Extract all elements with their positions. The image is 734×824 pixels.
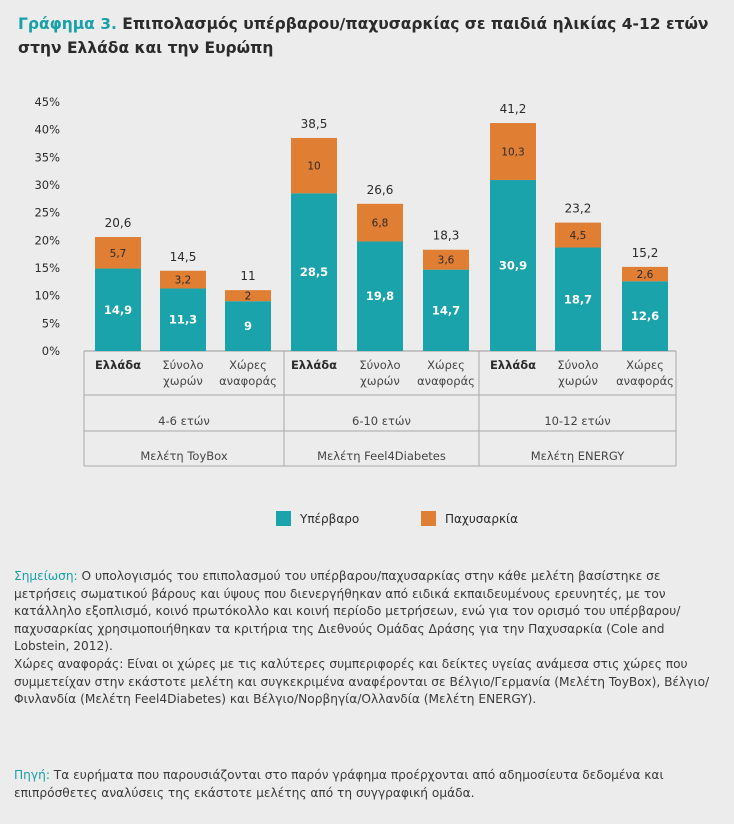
total-value-label: 41,2 — [500, 102, 527, 116]
obesity-value-label: 2,6 — [637, 269, 654, 281]
obesity-value-label: 10,3 — [501, 147, 524, 159]
bar-obesity — [95, 237, 141, 269]
category-label: χωρών — [558, 374, 598, 388]
note-paragraph: Σημείωση: Ο υπολογισμός του επιπολασμού … — [14, 568, 714, 656]
total-value-label: 20,6 — [105, 216, 132, 230]
overweight-value-label: 14,7 — [432, 303, 460, 317]
category-label: Χώρες — [427, 358, 465, 372]
category-label: αναφοράς — [417, 374, 475, 388]
legend-swatch-overweight — [276, 511, 291, 526]
category-label: Χώρες — [626, 358, 664, 372]
category-label: Σύνολο — [359, 358, 400, 372]
y-tick-label: 0% — [42, 344, 60, 358]
bar-obesity — [357, 203, 403, 242]
total-value-label: 23,2 — [565, 202, 592, 216]
overweight-value-label: 11,3 — [169, 313, 197, 327]
total-value-label: 26,6 — [367, 183, 394, 197]
total-value-label: 18,3 — [433, 229, 460, 243]
category-label: χωρών — [360, 374, 400, 388]
figure-title: Επιπολασμός υπέρβαρου/παχυσαρκίας σε παι… — [18, 15, 709, 57]
category-label: Ελλάδα — [95, 358, 141, 372]
bar-obesity — [225, 290, 271, 302]
age-group-label: 6-10 ετών — [352, 414, 411, 428]
bar-obesity — [160, 270, 206, 289]
stacked-bar-chart: 0% 5% 10% 15% 20% 25% 30% 35% 40% 45% 14,9 5,7 20,6 Ε… — [34, 95, 677, 467]
category-label: Χώρες — [229, 358, 267, 372]
bar-overweight — [95, 268, 141, 351]
y-tick-label: 30% — [34, 178, 60, 192]
obesity-value-label: 4,5 — [570, 230, 587, 242]
category-label: αναφοράς — [219, 374, 277, 388]
figure-number: Γράφημα 3. — [18, 15, 117, 33]
total-value-label: 15,2 — [632, 246, 659, 260]
overweight-value-label: 12,6 — [631, 309, 659, 323]
chart-title: Γράφημα 3. Επιπολασμός υπέρβαρου/παχυσαρ… — [18, 12, 718, 60]
overweight-value-label: 9 — [244, 319, 252, 333]
bar-overweight — [291, 193, 337, 351]
obesity-value-label: 3,2 — [175, 275, 192, 287]
category-label: αναφοράς — [616, 374, 674, 388]
note-text: Ο υπολογισμός του επιπολασμού του υπέρβα… — [14, 569, 681, 654]
category-label: Ελλάδα — [291, 358, 337, 372]
legend-item-obesity: Παχυσαρκία — [421, 511, 518, 526]
y-tick-label: 15% — [34, 261, 60, 275]
overweight-value-label: 19,8 — [366, 289, 394, 303]
obesity-value-label: 2 — [245, 291, 252, 303]
total-value-label: 38,5 — [301, 117, 328, 131]
legend-swatch-obesity — [421, 511, 436, 526]
total-value-label: 11 — [240, 269, 255, 283]
note-label: Σημείωση: — [14, 569, 78, 583]
age-group-label: 4-6 ετών — [158, 414, 210, 428]
bar-obesity — [622, 266, 668, 282]
overweight-value-label: 28,5 — [300, 265, 328, 279]
bar-overweight — [160, 288, 206, 351]
bar-obesity — [291, 137, 337, 194]
study-label: Μελέτη ENERGY — [531, 449, 625, 463]
legend-label-overweight: Υπέρβαρο — [300, 511, 360, 526]
bar-obesity — [555, 222, 601, 248]
source-label: Πηγή: — [14, 768, 50, 782]
bar-obesity — [423, 249, 469, 270]
y-tick-label: 25% — [34, 206, 60, 220]
y-tick-label: 20% — [34, 233, 60, 247]
obesity-value-label: 10 — [307, 161, 320, 173]
study-label: Μελέτη ToyBox — [140, 449, 228, 463]
bar-overweight — [225, 301, 271, 351]
y-tick-label: 40% — [34, 123, 60, 137]
source-text: Τα ευρήματα που παρουσιάζονται στο παρόν… — [14, 768, 664, 800]
legend-label-obesity: Παχυσαρκία — [445, 511, 518, 526]
y-tick-label: 10% — [34, 289, 60, 303]
bar-overweight — [423, 269, 469, 351]
source-block: Πηγή: Τα ευρήματα που παρουσιάζονται στο… — [14, 767, 714, 802]
overweight-value-label: 14,9 — [104, 303, 132, 317]
overweight-value-label: 30,9 — [499, 259, 527, 273]
y-tick-label: 45% — [34, 95, 60, 109]
total-value-label: 14,5 — [170, 250, 197, 264]
category-label: χωρών — [163, 374, 203, 388]
obesity-value-label: 6,8 — [372, 218, 389, 230]
chart-legend: Υπέρβαρο Παχυσαρκία — [0, 511, 734, 531]
y-tick-label: 35% — [34, 150, 60, 164]
bar-overweight — [490, 180, 536, 351]
bar-overweight — [357, 241, 403, 351]
bar-overweight — [622, 281, 668, 351]
y-tick-label: 5% — [42, 316, 60, 330]
bar-overweight — [555, 247, 601, 351]
category-label: Ελλάδα — [490, 358, 536, 372]
category-label: Σύνολο — [162, 358, 203, 372]
age-group-label: 10-12 ετών — [544, 414, 610, 428]
overweight-value-label: 18,7 — [564, 292, 592, 306]
reference-countries-paragraph: Χώρες αναφοράς: Είναι οι χώρες με τις κα… — [14, 656, 710, 707]
legend-item-overweight: Υπέρβαρο — [276, 511, 359, 526]
study-label: Μελέτη Feel4Diabetes — [317, 449, 446, 463]
category-label: Σύνολο — [557, 358, 598, 372]
obesity-value-label: 5,7 — [110, 248, 127, 260]
notes-block: Σημείωση: Ο υπολογισμός του επιπολασμού … — [14, 568, 714, 709]
bar-obesity — [490, 123, 536, 181]
obesity-value-label: 3,6 — [438, 255, 455, 267]
